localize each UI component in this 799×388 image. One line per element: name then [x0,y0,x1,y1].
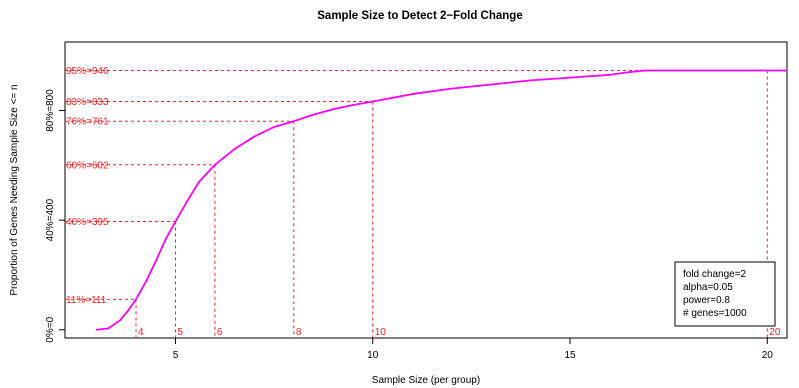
reference-x-label: 5 [177,327,183,338]
series-point [214,163,216,166]
x-tick-label: 5 [173,350,179,361]
series-point [490,83,492,86]
reference-x-label: 8 [296,327,302,338]
legend-line: power=0.8 [683,295,730,306]
chart-title: Sample Size to Detect 2−Fold Change [317,10,522,22]
series-point [450,87,453,90]
reference-x-label: 4 [138,327,144,338]
series-point [164,238,167,241]
series-point [687,69,690,72]
series-point [312,113,315,116]
reference-y-label: 95%=946 [66,66,109,77]
series-point [144,280,147,283]
series-point [127,309,130,312]
series-point [198,180,201,183]
series-point [667,69,670,72]
series-point [644,69,646,72]
x-tick-label: 20 [762,350,774,361]
series-point [95,328,98,331]
reference-lines: 11%=111 4 40%=395 5 60%=602 6 76%=761 8 83%=833 1… [65,66,781,338]
reference-x-label: 20 [769,327,781,338]
x-axis-label: Sample Size (per group) [372,375,480,386]
x-tick-label: 15 [564,350,576,361]
series-point [186,200,189,202]
reference-x-label: 10 [375,327,387,338]
reference-y-label: 83%=833 [66,97,109,108]
legend-line: alpha=0.05 [683,282,733,293]
series-point [352,104,354,106]
series-point [726,69,729,72]
series-point [107,327,110,330]
legend-line: # genes=1000 [683,308,747,319]
series-layer [95,69,788,331]
x-axis: 5 10 15 20 [173,338,774,361]
series-point [608,73,611,76]
series-point [569,76,571,79]
legend-line: fold change=2 [683,269,747,280]
series-point [174,220,177,223]
legend-box [674,261,776,327]
y-tick-label: 0%=0 [45,316,56,342]
series-point [253,135,256,138]
y-axis: 0%=0 40%=400 80%=800 [45,89,65,343]
series-point [371,100,374,103]
series-point [233,147,236,150]
series-point [766,69,769,72]
reference-y-label: 76%=761 [66,117,109,128]
plot-frame [64,41,788,339]
series-point [786,69,788,72]
series-point [273,126,276,128]
series-point [154,260,157,263]
x-tick-label: 10 [367,350,379,361]
y-tick-label: 40%=400 [45,198,56,241]
reference-y-label: 60%=602 [66,160,109,171]
reference-x-label: 6 [217,327,223,338]
y-tick-label: 80%=800 [45,89,56,132]
series-point [411,93,414,95]
reference-y-label: 11%=111 [66,295,107,306]
y-axis-label: Proportion of Genes Needing Sample Size … [9,84,20,295]
series-point [292,120,295,123]
series-point [332,108,335,111]
series-point [119,319,122,322]
reference-y-label: 40%=395 [66,217,109,228]
series-point [135,298,137,301]
series-point [628,71,631,74]
series-point [529,79,532,82]
legend: fold change=2 alpha=0.05 power=0.8 # genes=… [674,261,776,327]
